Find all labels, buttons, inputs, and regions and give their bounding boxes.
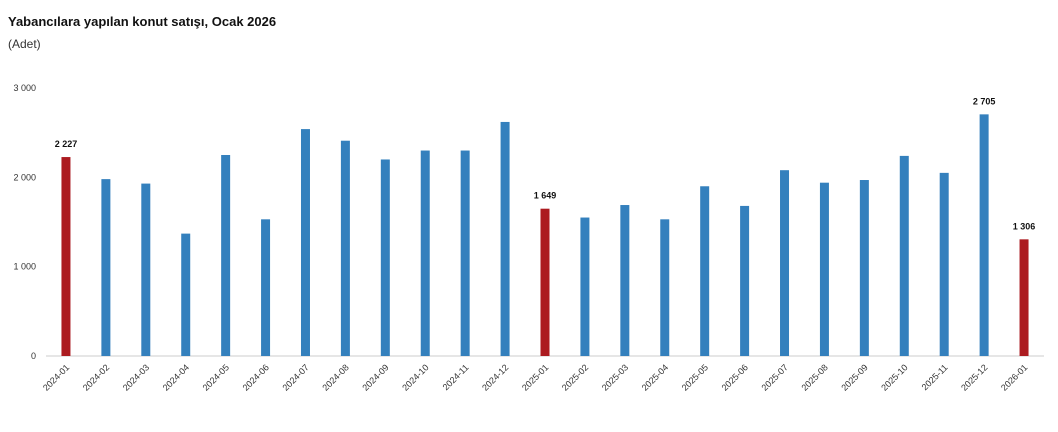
x-tick-label: 2024-10 <box>400 362 430 392</box>
bar <box>979 114 989 356</box>
y-tick-label: 3 000 <box>13 83 36 93</box>
x-tick-label: 2024-07 <box>280 362 310 392</box>
bar <box>300 129 310 356</box>
chart-title: Yabancılara yapılan konut satışı, Ocak 2… <box>8 14 276 29</box>
value-label: 2 227 <box>55 139 78 149</box>
x-tick-label: 2024-03 <box>121 362 151 392</box>
bar <box>460 150 470 356</box>
x-tick-label: 2025-06 <box>720 362 750 392</box>
x-tick-label: 2024-12 <box>480 362 510 392</box>
bar <box>500 121 510 357</box>
bar <box>420 150 430 356</box>
bar <box>620 205 630 356</box>
x-tick-label: 2025-04 <box>640 362 670 392</box>
x-tick-label: 2024-05 <box>201 362 231 392</box>
bar <box>859 180 869 356</box>
bar <box>700 186 710 356</box>
bar <box>939 172 949 356</box>
x-tick-label: 2025-12 <box>959 362 989 392</box>
chart-subtitle: (Adet) <box>8 37 41 51</box>
value-label: 2 705 <box>973 96 996 106</box>
x-tick-label: 2024-02 <box>81 362 111 392</box>
x-tick-label: 2026-01 <box>999 362 1029 392</box>
x-tick-label: 2025-01 <box>520 362 550 392</box>
bar <box>141 183 151 356</box>
y-tick-label: 2 000 <box>13 172 36 182</box>
value-label: 1 306 <box>1013 221 1036 231</box>
bar <box>181 233 191 356</box>
x-tick-label: 2025-05 <box>680 362 710 392</box>
bar <box>61 157 71 356</box>
x-tick-label: 2024-11 <box>441 362 471 392</box>
x-tick-label: 2024-01 <box>41 362 71 392</box>
x-tick-label: 2025-07 <box>760 362 790 392</box>
x-tick-label: 2024-04 <box>161 362 191 392</box>
x-tick-label: 2025-11 <box>920 362 950 392</box>
x-tick-label: 2024-08 <box>320 362 350 392</box>
x-tick-label: 2025-09 <box>839 362 869 392</box>
x-tick-label: 2025-03 <box>600 362 630 392</box>
bar <box>740 205 750 356</box>
bar <box>819 182 829 356</box>
bar <box>221 155 231 356</box>
x-tick-label: 2025-10 <box>879 362 909 392</box>
bar <box>899 155 909 356</box>
value-label: 1 649 <box>534 191 557 201</box>
bar <box>380 159 390 356</box>
bar <box>580 217 590 356</box>
x-tick-label: 2025-02 <box>560 362 590 392</box>
bar <box>261 219 271 356</box>
x-tick-label: 2024-09 <box>360 362 390 392</box>
bar <box>101 179 111 356</box>
y-tick-label: 0 <box>31 351 36 361</box>
x-tick-label: 2025-08 <box>799 362 829 392</box>
bar <box>540 208 550 356</box>
bar <box>340 140 350 356</box>
x-tick-label: 2024-06 <box>241 362 271 392</box>
bar <box>780 170 790 356</box>
bar <box>1019 239 1029 356</box>
bar <box>660 219 670 356</box>
y-tick-label: 1 000 <box>13 262 36 272</box>
